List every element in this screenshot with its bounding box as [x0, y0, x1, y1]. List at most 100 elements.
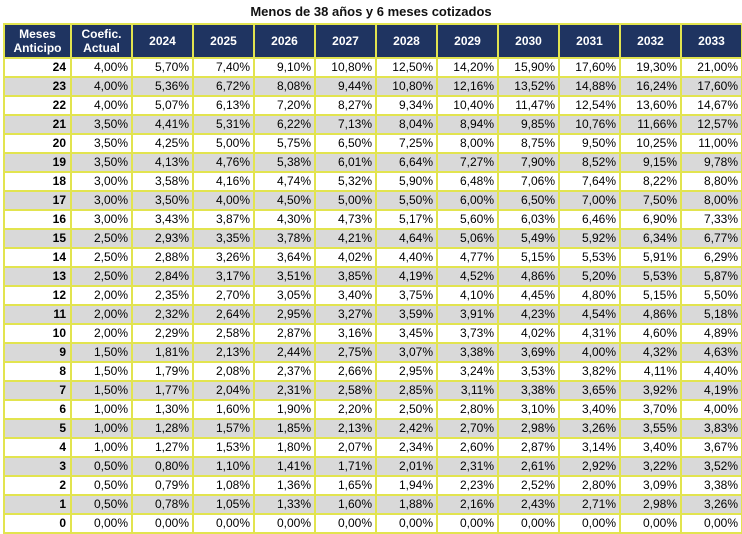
value-cell: 7,06% — [497, 171, 560, 192]
value-cell: 2,50% — [375, 399, 438, 420]
value-cell: 7,00% — [558, 190, 621, 211]
coef-cell: 3,00% — [70, 190, 133, 211]
value-cell: 6,01% — [314, 152, 377, 173]
value-cell: 3,17% — [192, 266, 255, 287]
value-cell: 5,17% — [375, 209, 438, 230]
value-cell: 3,67% — [680, 437, 742, 458]
value-cell: 4,54% — [558, 304, 621, 325]
meses-cell: 18 — [3, 171, 72, 192]
value-cell: 2,58% — [314, 380, 377, 401]
value-cell: 2,13% — [314, 418, 377, 439]
meses-cell: 15 — [3, 228, 72, 249]
table-row: 3 0,50% 0,80% 1,10% 1,41% 1,71% 2,01% 2,31% 2,61… — [3, 456, 742, 477]
value-cell: 5,00% — [314, 190, 377, 211]
value-cell: 1,05% — [192, 494, 255, 515]
value-cell: 9,78% — [680, 152, 742, 173]
value-cell: 2,64% — [192, 304, 255, 325]
coef-cell: 1,50% — [70, 342, 133, 363]
value-cell: 2,58% — [192, 323, 255, 344]
value-cell: 9,15% — [619, 152, 682, 173]
value-cell: 2,34% — [375, 437, 438, 458]
value-cell: 6,03% — [497, 209, 560, 230]
value-cell: 5,75% — [253, 133, 316, 154]
value-cell: 8,27% — [314, 95, 377, 116]
value-cell: 3,27% — [314, 304, 377, 325]
value-cell: 11,47% — [497, 95, 560, 116]
value-cell: 3,38% — [436, 342, 499, 363]
value-cell: 10,40% — [436, 95, 499, 116]
value-cell: 7,27% — [436, 152, 499, 173]
coef-cell: 2,00% — [70, 304, 133, 325]
table-row: 15 2,50% 2,93% 3,35% 3,78% 4,21% 4,64% 5,06% 5,4… — [3, 228, 742, 249]
value-cell: 0,00% — [680, 513, 742, 534]
header-year: 2031 — [558, 23, 621, 59]
value-cell: 1,10% — [192, 456, 255, 477]
value-cell: 2,93% — [131, 228, 194, 249]
value-cell: 3,10% — [497, 399, 560, 420]
value-cell: 3,52% — [680, 456, 742, 477]
value-cell: 1,77% — [131, 380, 194, 401]
value-cell: 4,19% — [680, 380, 742, 401]
value-cell: 5,07% — [131, 95, 194, 116]
value-cell: 2,35% — [131, 285, 194, 306]
value-cell: 1,60% — [192, 399, 255, 420]
value-cell: 5,50% — [680, 285, 742, 306]
table-row: 4 1,00% 1,27% 1,53% 1,80% 2,07% 2,34% 2,60% 2,87… — [3, 437, 742, 458]
value-cell: 5,53% — [619, 266, 682, 287]
value-cell: 5,50% — [375, 190, 438, 211]
value-cell: 1,30% — [131, 399, 194, 420]
value-cell: 6,13% — [192, 95, 255, 116]
table-row: 7 1,50% 1,77% 2,04% 2,31% 2,58% 2,85% 3,11% 3,38… — [3, 380, 742, 401]
value-cell: 1,65% — [314, 475, 377, 496]
value-cell: 5,91% — [619, 247, 682, 268]
value-cell: 3,38% — [680, 475, 742, 496]
value-cell: 3,92% — [619, 380, 682, 401]
value-cell: 3,64% — [253, 247, 316, 268]
value-cell: 3,53% — [497, 361, 560, 382]
header-coef-line1: Coefic. — [81, 27, 122, 41]
value-cell: 6,34% — [619, 228, 682, 249]
value-cell: 0,79% — [131, 475, 194, 496]
value-cell: 5,32% — [314, 171, 377, 192]
value-cell: 1,41% — [253, 456, 316, 477]
value-cell: 8,00% — [680, 190, 742, 211]
coef-cell: 3,00% — [70, 209, 133, 230]
value-cell: 3,24% — [436, 361, 499, 382]
meses-cell: 10 — [3, 323, 72, 344]
value-cell: 4,45% — [497, 285, 560, 306]
value-cell: 17,60% — [680, 76, 742, 97]
value-cell: 4,77% — [436, 247, 499, 268]
value-cell: 2,08% — [192, 361, 255, 382]
value-cell: 1,33% — [253, 494, 316, 515]
value-cell: 4,13% — [131, 152, 194, 173]
table-row: 11 2,00% 2,32% 2,64% 2,95% 3,27% 3,59% 3,91% 4,2… — [3, 304, 742, 325]
table-row: 1 0,50% 0,78% 1,05% 1,33% 1,60% 1,88% 2,16% 2,43… — [3, 494, 742, 515]
value-cell: 8,75% — [497, 133, 560, 154]
value-cell: 2,13% — [192, 342, 255, 363]
value-cell: 9,85% — [497, 114, 560, 135]
value-cell: 5,18% — [680, 304, 742, 325]
value-cell: 4,11% — [619, 361, 682, 382]
coef-cell: 3,00% — [70, 171, 133, 192]
table-row: 6 1,00% 1,30% 1,60% 1,90% 2,20% 2,50% 2,80% 3,10… — [3, 399, 742, 420]
meses-cell: 17 — [3, 190, 72, 211]
value-cell: 1,28% — [131, 418, 194, 439]
value-cell: 0,78% — [131, 494, 194, 515]
value-cell: 4,89% — [680, 323, 742, 344]
value-cell: 2,98% — [497, 418, 560, 439]
meses-cell: 24 — [3, 57, 72, 78]
value-cell: 1,80% — [253, 437, 316, 458]
value-cell: 5,15% — [497, 247, 560, 268]
value-cell: 3,51% — [253, 266, 316, 287]
meses-cell: 14 — [3, 247, 72, 268]
value-cell: 4,00% — [558, 342, 621, 363]
header-row: Meses Anticipo Coefic. Actual 2024 2025 … — [3, 23, 742, 59]
value-cell: 0,80% — [131, 456, 194, 477]
value-cell: 4,86% — [497, 266, 560, 287]
table-row: 18 3,00% 3,58% 4,16% 4,74% 5,32% 5,90% 6,48% 7,0… — [3, 171, 742, 192]
meses-cell: 11 — [3, 304, 72, 325]
value-cell: 2,31% — [253, 380, 316, 401]
value-cell: 11,66% — [619, 114, 682, 135]
value-cell: 3,35% — [192, 228, 255, 249]
value-cell: 3,58% — [131, 171, 194, 192]
